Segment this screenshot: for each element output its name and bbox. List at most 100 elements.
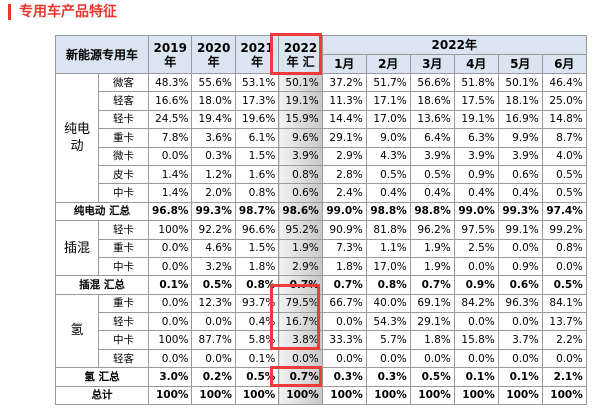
table-cell: 100% — [234, 385, 280, 406]
table-cell: 中卡 — [98, 183, 149, 203]
table-cell: 0.8% — [234, 183, 280, 203]
table-cell: 98.8% — [365, 201, 411, 222]
table-cell: 轻卡 — [98, 220, 149, 240]
table-cell: 3.6% — [191, 128, 236, 148]
table-cell: 0.7% — [409, 275, 455, 295]
table-cell: 0.0% — [541, 348, 587, 369]
table-cell: 19.1% — [453, 109, 499, 130]
table-cell: 2020年 — [191, 35, 236, 74]
table-cell: 0.1% — [453, 367, 499, 387]
table-cell: 46.4% — [541, 72, 587, 93]
table-cell: 79.5% — [278, 293, 323, 314]
table-cell: 2.2% — [541, 330, 587, 350]
table-cell: 69.1% — [409, 293, 455, 314]
table-cell: 100% — [147, 220, 193, 240]
highlight-box — [270, 284, 320, 350]
table-cell: 29.1% — [409, 312, 455, 332]
table-cell: 1.4% — [147, 183, 193, 203]
table-cell: 0.6% — [278, 183, 323, 203]
table-cell: 100% — [497, 385, 543, 406]
table-cell: 100% — [365, 385, 411, 406]
table-cell: 9.0% — [365, 128, 411, 148]
table-row: 轻客 16.6% 18.0% 17.3% 19.1% 11.3% 17.1% 18.6% 17.… — [56, 91, 587, 111]
table-cell: 1月 — [321, 54, 367, 74]
table-cell: 50.1% — [278, 72, 323, 93]
table-cell: 100% — [541, 385, 587, 406]
table-cell: 0.9% — [497, 256, 543, 277]
table-row: 总计 100% 100% 100% 100% 100% 100% 100% 100% 100% 10… — [55, 385, 587, 406]
table-cell: 100% — [147, 385, 193, 406]
table-cell: 12.3% — [191, 293, 236, 314]
table-cell: 0.4% — [453, 183, 499, 203]
table-cell: 中卡 — [98, 256, 149, 277]
table-cell: 18.0% — [191, 91, 236, 111]
table-cell: 0.0% — [147, 293, 193, 314]
table-cell: 14.4% — [321, 109, 367, 130]
table-cell: 9.9% — [497, 128, 543, 148]
table-cell: 0.4% — [409, 183, 455, 203]
table-cell: 2.8% — [321, 164, 367, 185]
data-table: 新能源专用车 2019年 2020年 2021年 2022年 汇 2022年 1月 2月 3月 4… — [55, 35, 587, 406]
table-row: 新能源专用车 2019年 2020年 2021年 2022年 汇 2022年 — [55, 35, 587, 74]
table-cell: 新能源专用车 — [55, 35, 149, 74]
table-cell: 100% — [409, 385, 455, 406]
table-cell: 33.3% — [321, 330, 367, 350]
table-cell: 0.8% — [365, 275, 411, 295]
table-cell: 96.6% — [234, 220, 280, 240]
table-cell: 96.8% — [147, 201, 193, 222]
table-cell: 0.0% — [453, 348, 499, 369]
table-cell: 0.8% — [278, 164, 323, 185]
table-cell: 1.8% — [234, 256, 280, 277]
table-cell: 99.3% — [191, 201, 236, 222]
table-cell: 19.1% — [278, 91, 323, 111]
table-cell: 15.9% — [278, 109, 323, 130]
table-cell: 0.5% — [541, 183, 587, 203]
table-cell: 6.4% — [409, 128, 455, 148]
table-cell: 纯电动 — [55, 73, 99, 203]
table-cell: 0.0% — [365, 348, 411, 369]
table-cell: 0.9% — [453, 164, 499, 185]
table-cell: 0.5% — [365, 164, 411, 185]
table-cell: 插混 汇总 — [55, 275, 149, 295]
table-cell: 53.1% — [234, 72, 280, 93]
table-cell: 0.5% — [409, 164, 455, 185]
table-cell: 1.4% — [147, 164, 193, 185]
table-row: 纯电动 汇总 96.8% 99.3% 98.7% 98.6% 99.0% 98.8% 98.8… — [55, 201, 587, 222]
table-cell: 5.7% — [365, 330, 411, 350]
table-cell: 0.0% — [497, 238, 543, 258]
table-cell: 17.0% — [365, 256, 411, 277]
table-cell: 2月 — [365, 54, 411, 74]
table-cell: 96.2% — [409, 220, 455, 240]
table-cell: 98.6% — [278, 201, 323, 222]
table-cell: 5月 — [497, 54, 543, 74]
table-cell: 0.9% — [453, 275, 499, 295]
table-cell: 16.9% — [497, 109, 543, 130]
table-cell: 3.8% — [278, 330, 323, 350]
table-cell: 0.0% — [147, 238, 193, 258]
table-cell: 84.1% — [541, 293, 587, 314]
table-cell: 0.0% — [147, 146, 193, 166]
table-cell: 6.3% — [453, 128, 499, 148]
table-cell: 0.5% — [541, 275, 587, 295]
highlight-box — [270, 33, 322, 75]
table-row: 中卡 1.4% 2.0% 0.8% 0.6% 2.4% 0.4% 0.4% 0.4% 0.4% 0.… — [56, 183, 587, 203]
table-cell: 15.8% — [453, 330, 499, 350]
table-cell: 0.3% — [321, 367, 367, 387]
table-cell: 2.9% — [278, 256, 323, 277]
table-cell: 9.6% — [278, 128, 323, 148]
table-cell: 6.1% — [234, 128, 280, 148]
table-cell: 0.4% — [365, 183, 411, 203]
table-cell: 总计 — [55, 385, 149, 406]
table-cell: 0.0% — [147, 256, 193, 277]
table-cell: 55.6% — [191, 72, 236, 93]
table-cell: 18.1% — [497, 91, 543, 111]
table-row: 插混 轻卡 100% 92.2% 96.6% 95.2% 90.9% 81.8% 96.2% 97… — [55, 220, 587, 277]
table-cell: 3月 — [409, 54, 455, 74]
table-cell: 99.2% — [541, 220, 587, 240]
table-row: 中卡 100% 87.7% 5.8% 3.8% 33.3% 5.7% 1.8% 15.8% 3.7… — [56, 330, 587, 350]
table-cell: 17.5% — [453, 91, 499, 111]
table-cell: 2019年 — [147, 35, 193, 74]
table-cell: 1.9% — [278, 238, 323, 258]
table-cell: 48.3% — [147, 72, 193, 93]
table-cell: 0.0% — [321, 312, 367, 332]
